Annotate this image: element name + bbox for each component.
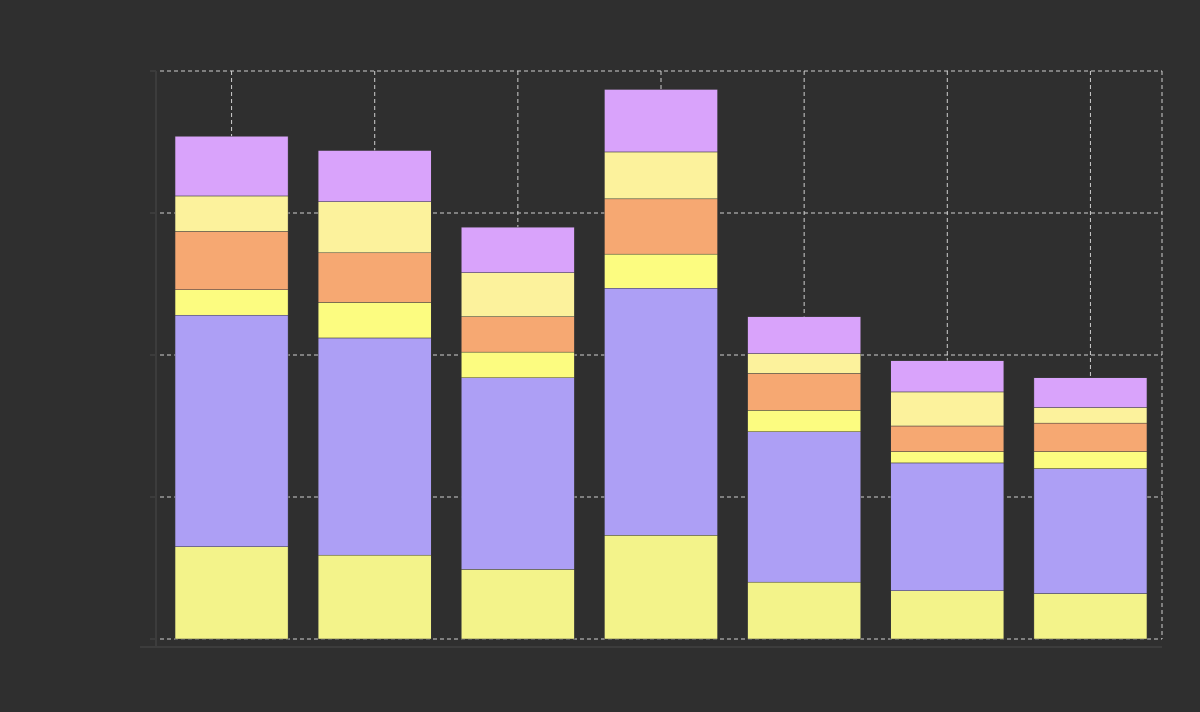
- bar-segment-5-2: [747, 431, 861, 583]
- bar-segment-5-3: [747, 410, 861, 432]
- bar-segment-3-2: [461, 377, 575, 570]
- bar-segment-1-5: [174, 195, 289, 232]
- bar-segment-6-2: [890, 462, 1005, 591]
- bar-segment-7-3: [1033, 451, 1148, 469]
- bar-segment-2-5: [317, 201, 432, 254]
- bars: [174, 89, 1148, 640]
- bar-segment-4-5: [604, 151, 718, 200]
- bar-segment-6-4: [890, 425, 1005, 452]
- bar-segment-4-4: [604, 198, 718, 255]
- bar-segment-6-6: [890, 360, 1005, 393]
- bar-segment-1-6: [174, 136, 289, 197]
- bar-segment-4-2: [604, 288, 718, 536]
- bar-segment-5-1: [747, 581, 861, 640]
- bar-segment-1-4: [174, 231, 289, 290]
- bar-segment-4-6: [604, 89, 718, 153]
- bar-segment-7-6: [1033, 377, 1148, 408]
- bar-segment-3-4: [461, 316, 575, 353]
- bar-segment-2-2: [317, 337, 432, 556]
- bar-segment-3-5: [461, 272, 575, 317]
- axes: [140, 70, 1162, 648]
- bar-segment-1-1: [174, 546, 289, 640]
- bar-segment-4-1: [604, 535, 718, 640]
- bar-segment-6-5: [890, 391, 1005, 427]
- bar-segment-5-5: [747, 353, 861, 374]
- bar-segment-5-4: [747, 373, 861, 411]
- bar-segment-7-4: [1033, 422, 1148, 452]
- bar-segment-6-3: [890, 451, 1005, 464]
- bar-segment-3-1: [461, 569, 575, 640]
- bar-segment-5-6: [747, 316, 861, 354]
- bar-segment-2-3: [317, 302, 432, 339]
- bar-segment-7-1: [1033, 593, 1148, 640]
- bar-segment-1-2: [174, 314, 289, 547]
- bar-segment-2-1: [317, 554, 432, 640]
- bar-segment-2-4: [317, 252, 432, 303]
- bar-segment-2-6: [317, 150, 432, 202]
- bar-segment-3-3: [461, 351, 575, 378]
- bar-segment-7-2: [1033, 468, 1148, 594]
- bar-segment-6-1: [890, 590, 1005, 640]
- bar-segment-4-3: [604, 253, 718, 289]
- bar-segment-7-5: [1033, 407, 1148, 424]
- bar-segment-3-6: [461, 226, 575, 273]
- bar-segment-1-3: [174, 289, 289, 316]
